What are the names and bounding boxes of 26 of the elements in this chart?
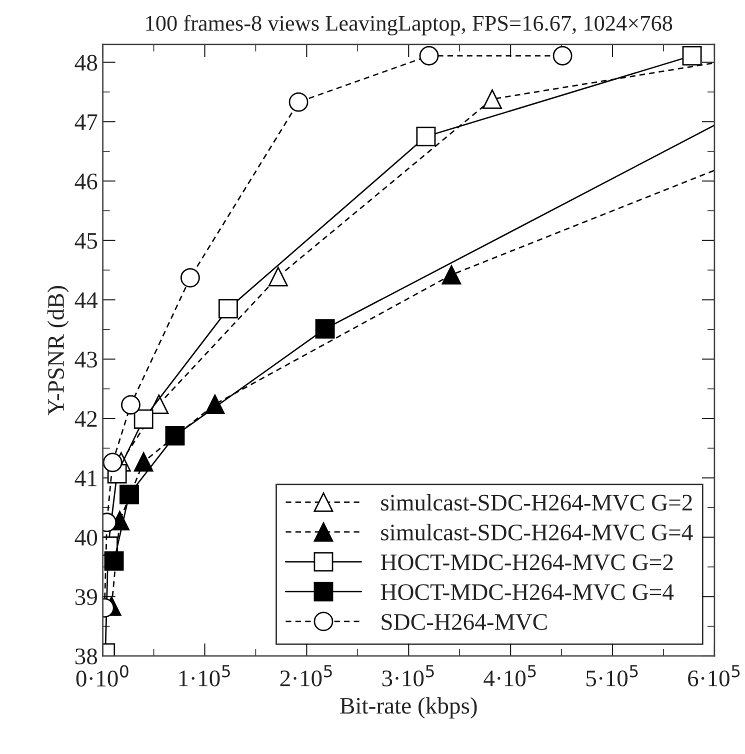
x-tick-label: 6·10$^{5}$ — [688, 665, 740, 686]
legend-label: HOCT-MDC-H264-MVC G=2 — [380, 554, 673, 570]
y-tick-label: 46 — [74, 174, 98, 190]
y-tick-label: 41 — [74, 470, 97, 486]
legend-label: HOCT-MDC-H264-MVC G=4 — [380, 584, 674, 600]
y-tick-label: 44 — [74, 292, 98, 308]
y-tick-label: 40 — [74, 530, 98, 546]
x-tick-label: 2·10$^{5}$ — [280, 665, 332, 686]
legend-label: simulcast-SDC-H264-MVC G=4 — [381, 524, 693, 541]
x-tick-label: 0·10$^{0}$ — [76, 665, 128, 687]
y-tick-label: 48 — [74, 54, 98, 71]
y-tick-label: 47 — [74, 114, 98, 130]
y-tick-label: 45 — [74, 233, 98, 249]
y-tick-label: 43 — [74, 352, 98, 368]
y-axis-title: Y-PSNR (dB) — [47, 286, 69, 416]
y-tick-label: 42 — [74, 411, 97, 427]
legend-label: simulcast-SDC-H264-MVC G=2 — [381, 494, 692, 511]
y-tick-label: 39 — [75, 589, 97, 606]
x-tick-label: 4·10$^{5}$ — [484, 665, 536, 686]
chart-title: 100 frames-8 views LeavingLaptop, FPS=16.67, 1024×768 — [146, 14, 672, 36]
y-tick-label: 38 — [75, 648, 98, 664]
x-tick-label: 3·10$^{5}$ — [382, 665, 434, 686]
x-axis-title: Bit-rate (kbps) — [340, 697, 477, 719]
legend-label: SDC-H264-MVC — [382, 614, 547, 630]
x-tick-label: 1·10$^{5}$ — [179, 665, 230, 686]
x-tick-label: 5·10$^{5}$ — [586, 665, 638, 686]
